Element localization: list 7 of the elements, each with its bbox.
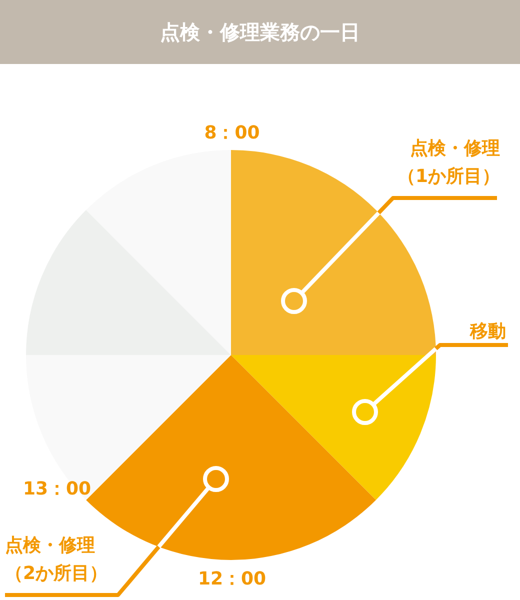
- slice-label: 点検・修理（2か所目）: [5, 535, 108, 584]
- text: 8：00: [204, 122, 260, 144]
- text: 12：00: [198, 568, 266, 590]
- text: 13：00: [22, 478, 92, 500]
- slice-label: 移動: [469, 321, 506, 342]
- chart-title: 点検・修理業務の一日: [0, 0, 520, 64]
- slice-label: 点検・修理（1か所目）: [397, 138, 500, 187]
